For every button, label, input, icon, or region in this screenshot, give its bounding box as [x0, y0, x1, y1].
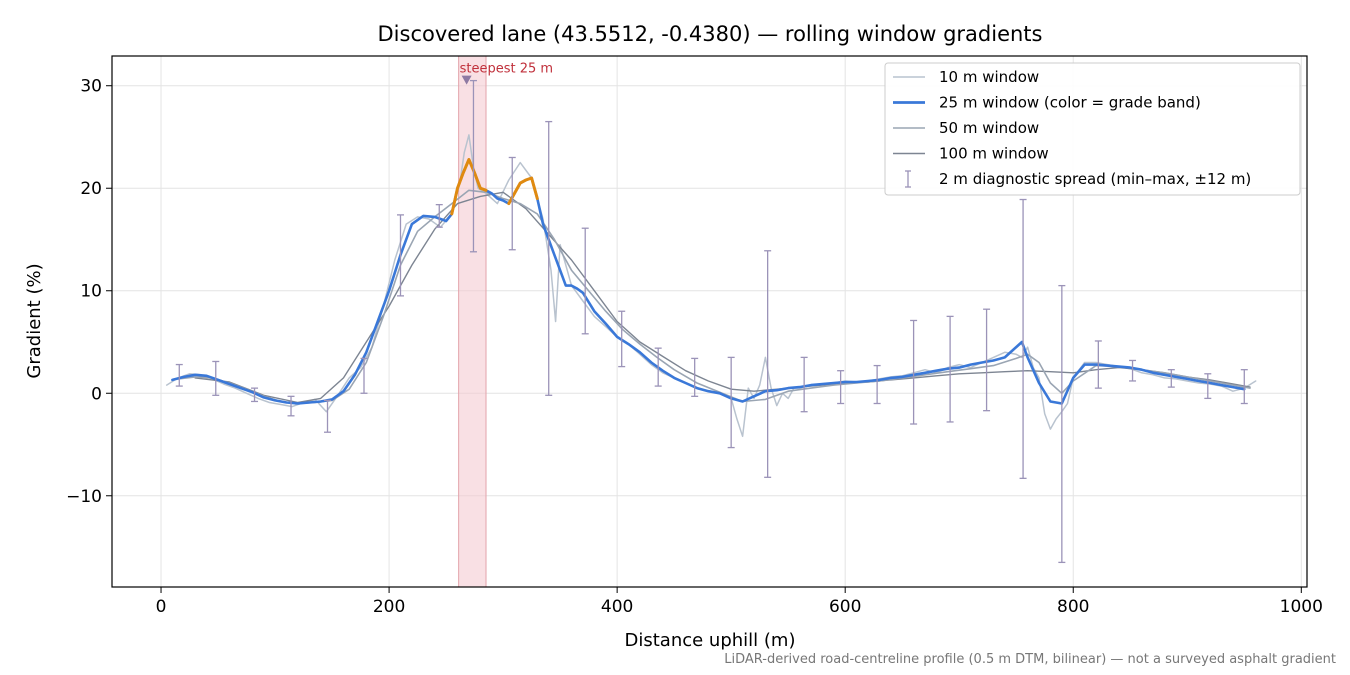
error-bar [1094, 340, 1102, 389]
error-bar [360, 357, 368, 394]
error-bar [581, 227, 589, 335]
error-bar [1019, 198, 1027, 479]
error-bar [469, 79, 477, 253]
series-layer [165, 134, 1257, 438]
x-tick-label: 400 [601, 597, 633, 617]
x-tick-label: 800 [1057, 597, 1089, 617]
series-line-25m [171, 158, 1246, 405]
steepest-marker [461, 75, 472, 85]
error-bar [910, 319, 918, 425]
error-bar [654, 347, 662, 387]
steepest-band-layer [458, 55, 487, 588]
legend: 10 m window 25 m window (color = grade ba… [884, 62, 1301, 196]
series-line-50m [177, 189, 1251, 405]
error-bar [764, 250, 772, 478]
y-tick-label: −10 [66, 487, 102, 507]
series-line-25m-steep-segment [507, 176, 539, 206]
error-bar [983, 308, 991, 412]
series-line-10m [165, 134, 1257, 438]
x-axis-label: Distance uphill (m) [625, 630, 796, 651]
error-bar [251, 387, 259, 403]
error-bar [1204, 373, 1212, 400]
legend-box [884, 62, 1301, 196]
error-bar [396, 214, 404, 297]
x-tick-label: 200 [373, 597, 405, 617]
error-bar [212, 360, 220, 396]
error-bars-layer [175, 79, 1248, 564]
footnote: LiDAR-derived road-centreline profile (0… [724, 652, 1336, 667]
axis-ticks: 0 200 400 600 800 1000 −10 0 10 20 30 [66, 77, 1323, 617]
error-bar [946, 315, 954, 423]
error-bar [508, 156, 516, 251]
error-bar [618, 310, 626, 368]
series-line-25m-steep-segment [450, 158, 488, 216]
error-bar [691, 357, 699, 397]
chart-title: Discovered lane (43.5512, -0.4380) — rol… [378, 22, 1043, 46]
series-line-100m [194, 191, 1251, 404]
y-tick-label: 30 [80, 77, 102, 97]
legend-item: 10 m window [893, 68, 1039, 86]
x-tick-label: 600 [829, 597, 861, 617]
error-bar [1058, 284, 1066, 564]
error-bar [324, 399, 332, 433]
x-tick-label: 0 [156, 597, 167, 617]
legend-item: 100 m window [893, 145, 1049, 163]
legend-label: 2 m diagnostic spread (min–max, ±12 m) [939, 170, 1251, 188]
legend-item: 2 m diagnostic spread (min–max, ±12 m) [905, 170, 1251, 188]
error-bar [1240, 369, 1248, 405]
legend-label: 100 m window [939, 145, 1049, 163]
plot-frame [111, 55, 1308, 588]
error-bar [435, 203, 443, 228]
legend-item: 25 m window (color = grade band) [893, 94, 1201, 112]
error-bar [287, 395, 295, 417]
legend-label: 25 m window (color = grade band) [939, 94, 1201, 112]
error-bar [1167, 369, 1175, 388]
y-tick-label: 10 [80, 282, 102, 302]
error-bar [800, 356, 808, 413]
error-bar [175, 363, 183, 387]
error-bar [837, 370, 845, 405]
error-bar [1129, 359, 1137, 382]
steepest-label: steepest 25 m [460, 62, 553, 77]
y-tick-label: 20 [80, 179, 102, 199]
legend-item: 50 m window [893, 119, 1039, 137]
error-bar [727, 356, 735, 449]
x-tick-label: 1000 [1280, 597, 1323, 617]
annotation-layer: steepest 25 m [460, 62, 553, 85]
legend-label: 50 m window [939, 119, 1039, 137]
legend-label: 10 m window [939, 68, 1039, 86]
steepest-window-band [458, 55, 487, 588]
error-bar [873, 364, 881, 405]
y-tick-label: 0 [91, 384, 102, 404]
y-axis-label: Gradient (%) [24, 263, 45, 378]
error-bar [545, 120, 553, 396]
